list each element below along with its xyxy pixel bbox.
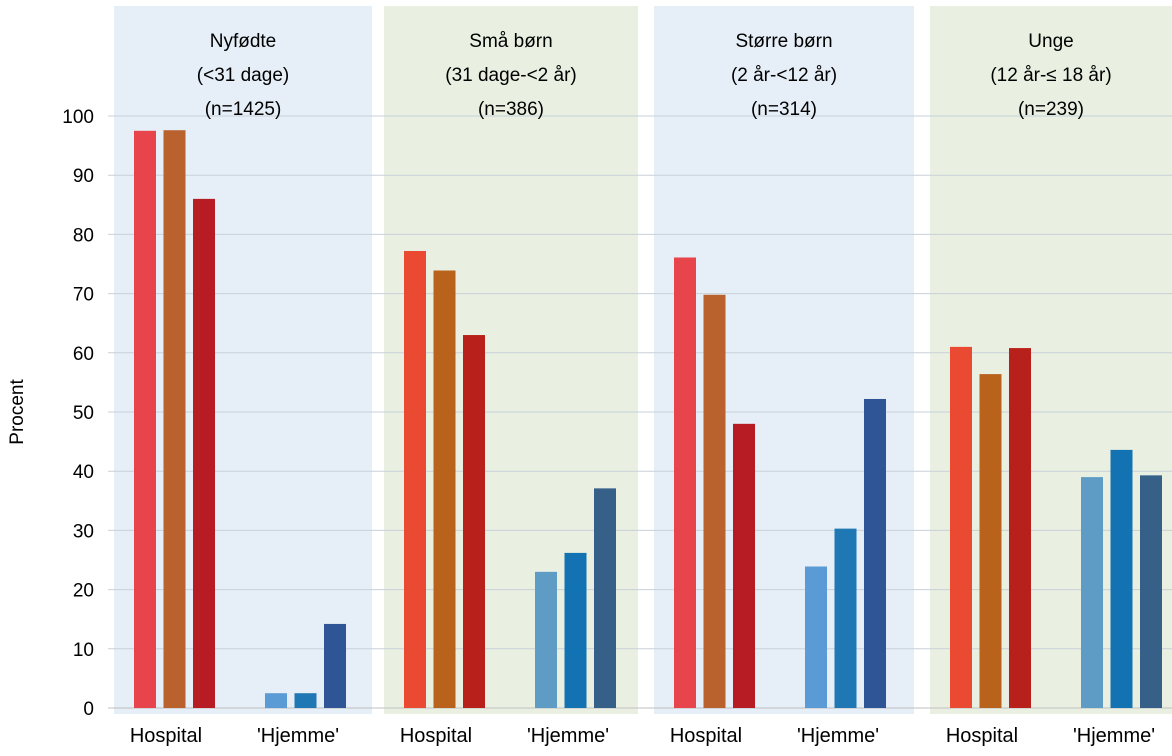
y-tick-label: 50 <box>73 403 94 424</box>
group-title-line: (12 år-≤ 18 år) <box>990 65 1111 86</box>
bar <box>1081 477 1103 708</box>
y-tick-label: 30 <box>73 521 94 542</box>
bar <box>324 623 346 708</box>
bar <box>1140 475 1162 708</box>
y-tick-label: 0 <box>83 699 94 720</box>
y-tick-label: 20 <box>73 581 94 602</box>
group-title-line: (n=1425) <box>205 99 282 120</box>
y-tick-label: 60 <box>73 344 94 365</box>
bar <box>703 294 726 708</box>
x-category-label: Hospital <box>946 725 1018 747</box>
x-category-label: 'Hjemme' <box>527 725 609 747</box>
group-title-line: (n=314) <box>751 99 817 120</box>
bar <box>404 250 426 708</box>
bar <box>979 374 1002 708</box>
bar <box>463 335 485 708</box>
bar <box>265 693 287 708</box>
x-category-label: 'Hjemme' <box>1073 725 1155 747</box>
group-title-line: (n=239) <box>1018 99 1084 120</box>
bar <box>1009 348 1031 708</box>
x-category-label: Hospital <box>400 725 472 747</box>
bar <box>594 488 616 708</box>
bar <box>864 398 886 708</box>
group-title-line: (n=386) <box>478 99 544 120</box>
group-title-line: Nyfødte <box>210 31 277 52</box>
x-category-label: 'Hjemme' <box>257 725 339 747</box>
group-title-line: Større børn <box>735 31 832 52</box>
group-background-panel <box>114 6 372 714</box>
y-axis-title: Procent <box>7 379 28 445</box>
bar <box>294 693 317 708</box>
bar <box>733 423 755 708</box>
y-tick-label: 90 <box>73 166 94 187</box>
bar <box>805 566 827 708</box>
bar <box>674 257 696 708</box>
group-title-line: (31 dage-<2 år) <box>445 65 577 86</box>
bar <box>433 270 456 708</box>
x-category-label: Hospital <box>130 725 202 747</box>
group-title-line: (2 år-<12 år) <box>731 65 837 86</box>
x-category-label: 'Hjemme' <box>797 725 879 747</box>
bar <box>535 571 557 708</box>
y-tick-label: 70 <box>73 285 94 306</box>
group-title-line: Små børn <box>469 31 552 52</box>
y-tick-label: 100 <box>62 107 94 128</box>
y-tick-label: 80 <box>73 225 94 246</box>
y-tick-label: 10 <box>73 640 94 661</box>
bar <box>134 130 156 709</box>
group-title-line: Unge <box>1028 31 1073 52</box>
bar <box>950 346 972 708</box>
y-tick-label: 40 <box>73 462 94 483</box>
bar <box>1110 449 1133 708</box>
bar <box>834 528 857 708</box>
bar <box>163 130 186 708</box>
group-title-line: (<31 dage) <box>197 65 289 86</box>
x-category-label: Hospital <box>670 725 742 747</box>
bar <box>564 552 587 708</box>
bar <box>193 198 215 708</box>
